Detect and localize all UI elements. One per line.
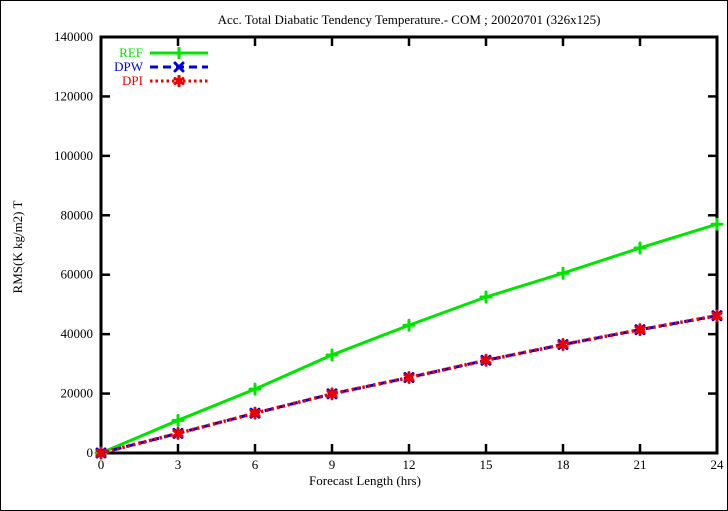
chart-title: Acc. Total Diabatic Tendency Temperature… [217, 12, 601, 27]
y-tick-label: 80000 [61, 207, 94, 222]
y-tick-label: 100000 [54, 148, 93, 163]
legend-item-dpw: DPW [103, 60, 209, 74]
x-tick-label: 0 [98, 457, 105, 472]
marker-dpi [557, 338, 569, 352]
x-tick-label: 24 [711, 457, 725, 472]
legend-item-dpi: DPI [103, 74, 209, 88]
marker-dpi [95, 446, 107, 460]
legend-label-ref: REF [119, 45, 143, 60]
marker-dpi [172, 426, 184, 440]
marker-dpi [711, 309, 723, 323]
x-tick-label: 15 [480, 457, 493, 472]
x-tick-label: 3 [175, 457, 182, 472]
marker-dpi [326, 387, 338, 401]
series-line-dpw [100, 314, 718, 455]
marker-dpi [403, 371, 415, 385]
y-tick-label: 20000 [61, 386, 94, 401]
series-line-dpi [100, 313, 718, 455]
marker-ref [556, 266, 570, 280]
x-tick-label: 12 [403, 457, 416, 472]
marker-ref [248, 382, 262, 396]
marker-ref [171, 413, 185, 427]
legend-sample-marker [173, 61, 185, 73]
marker-ref [633, 241, 647, 255]
dpi-line-sample [150, 75, 208, 87]
legend-label-dpw: DPW [114, 59, 143, 74]
marker-ref [402, 318, 416, 332]
y-tick-label: 0 [87, 445, 94, 460]
legend-sample-marker [172, 47, 186, 59]
x-tick-label: 18 [557, 457, 570, 472]
x-tick-label: 6 [252, 457, 259, 472]
series-line-ref [100, 222, 718, 455]
ref-line-sample [150, 47, 208, 59]
marker-ref [479, 290, 493, 304]
marker-dpi [249, 406, 261, 420]
x-tick-label: 21 [634, 457, 647, 472]
x-axis-label: Forecast Length (hrs) [309, 473, 421, 488]
y-tick-label: 120000 [54, 88, 93, 103]
marker-ref [325, 348, 339, 362]
marker-dpi [480, 353, 492, 367]
y-tick-label: 140000 [54, 29, 93, 44]
legend-item-ref: REF [103, 46, 209, 60]
legend-label-dpi: DPI [122, 73, 143, 88]
plot-frame [99, 35, 719, 455]
legend: REF DPW DPI [103, 46, 209, 88]
y-tick-label: 40000 [61, 326, 94, 341]
dpw-line-sample [150, 61, 208, 73]
marker-ref [710, 217, 724, 231]
x-tick-label: 9 [329, 457, 336, 472]
marker-dpi [634, 323, 646, 337]
y-tick-label: 60000 [61, 267, 94, 282]
legend-sample-marker [173, 75, 185, 87]
